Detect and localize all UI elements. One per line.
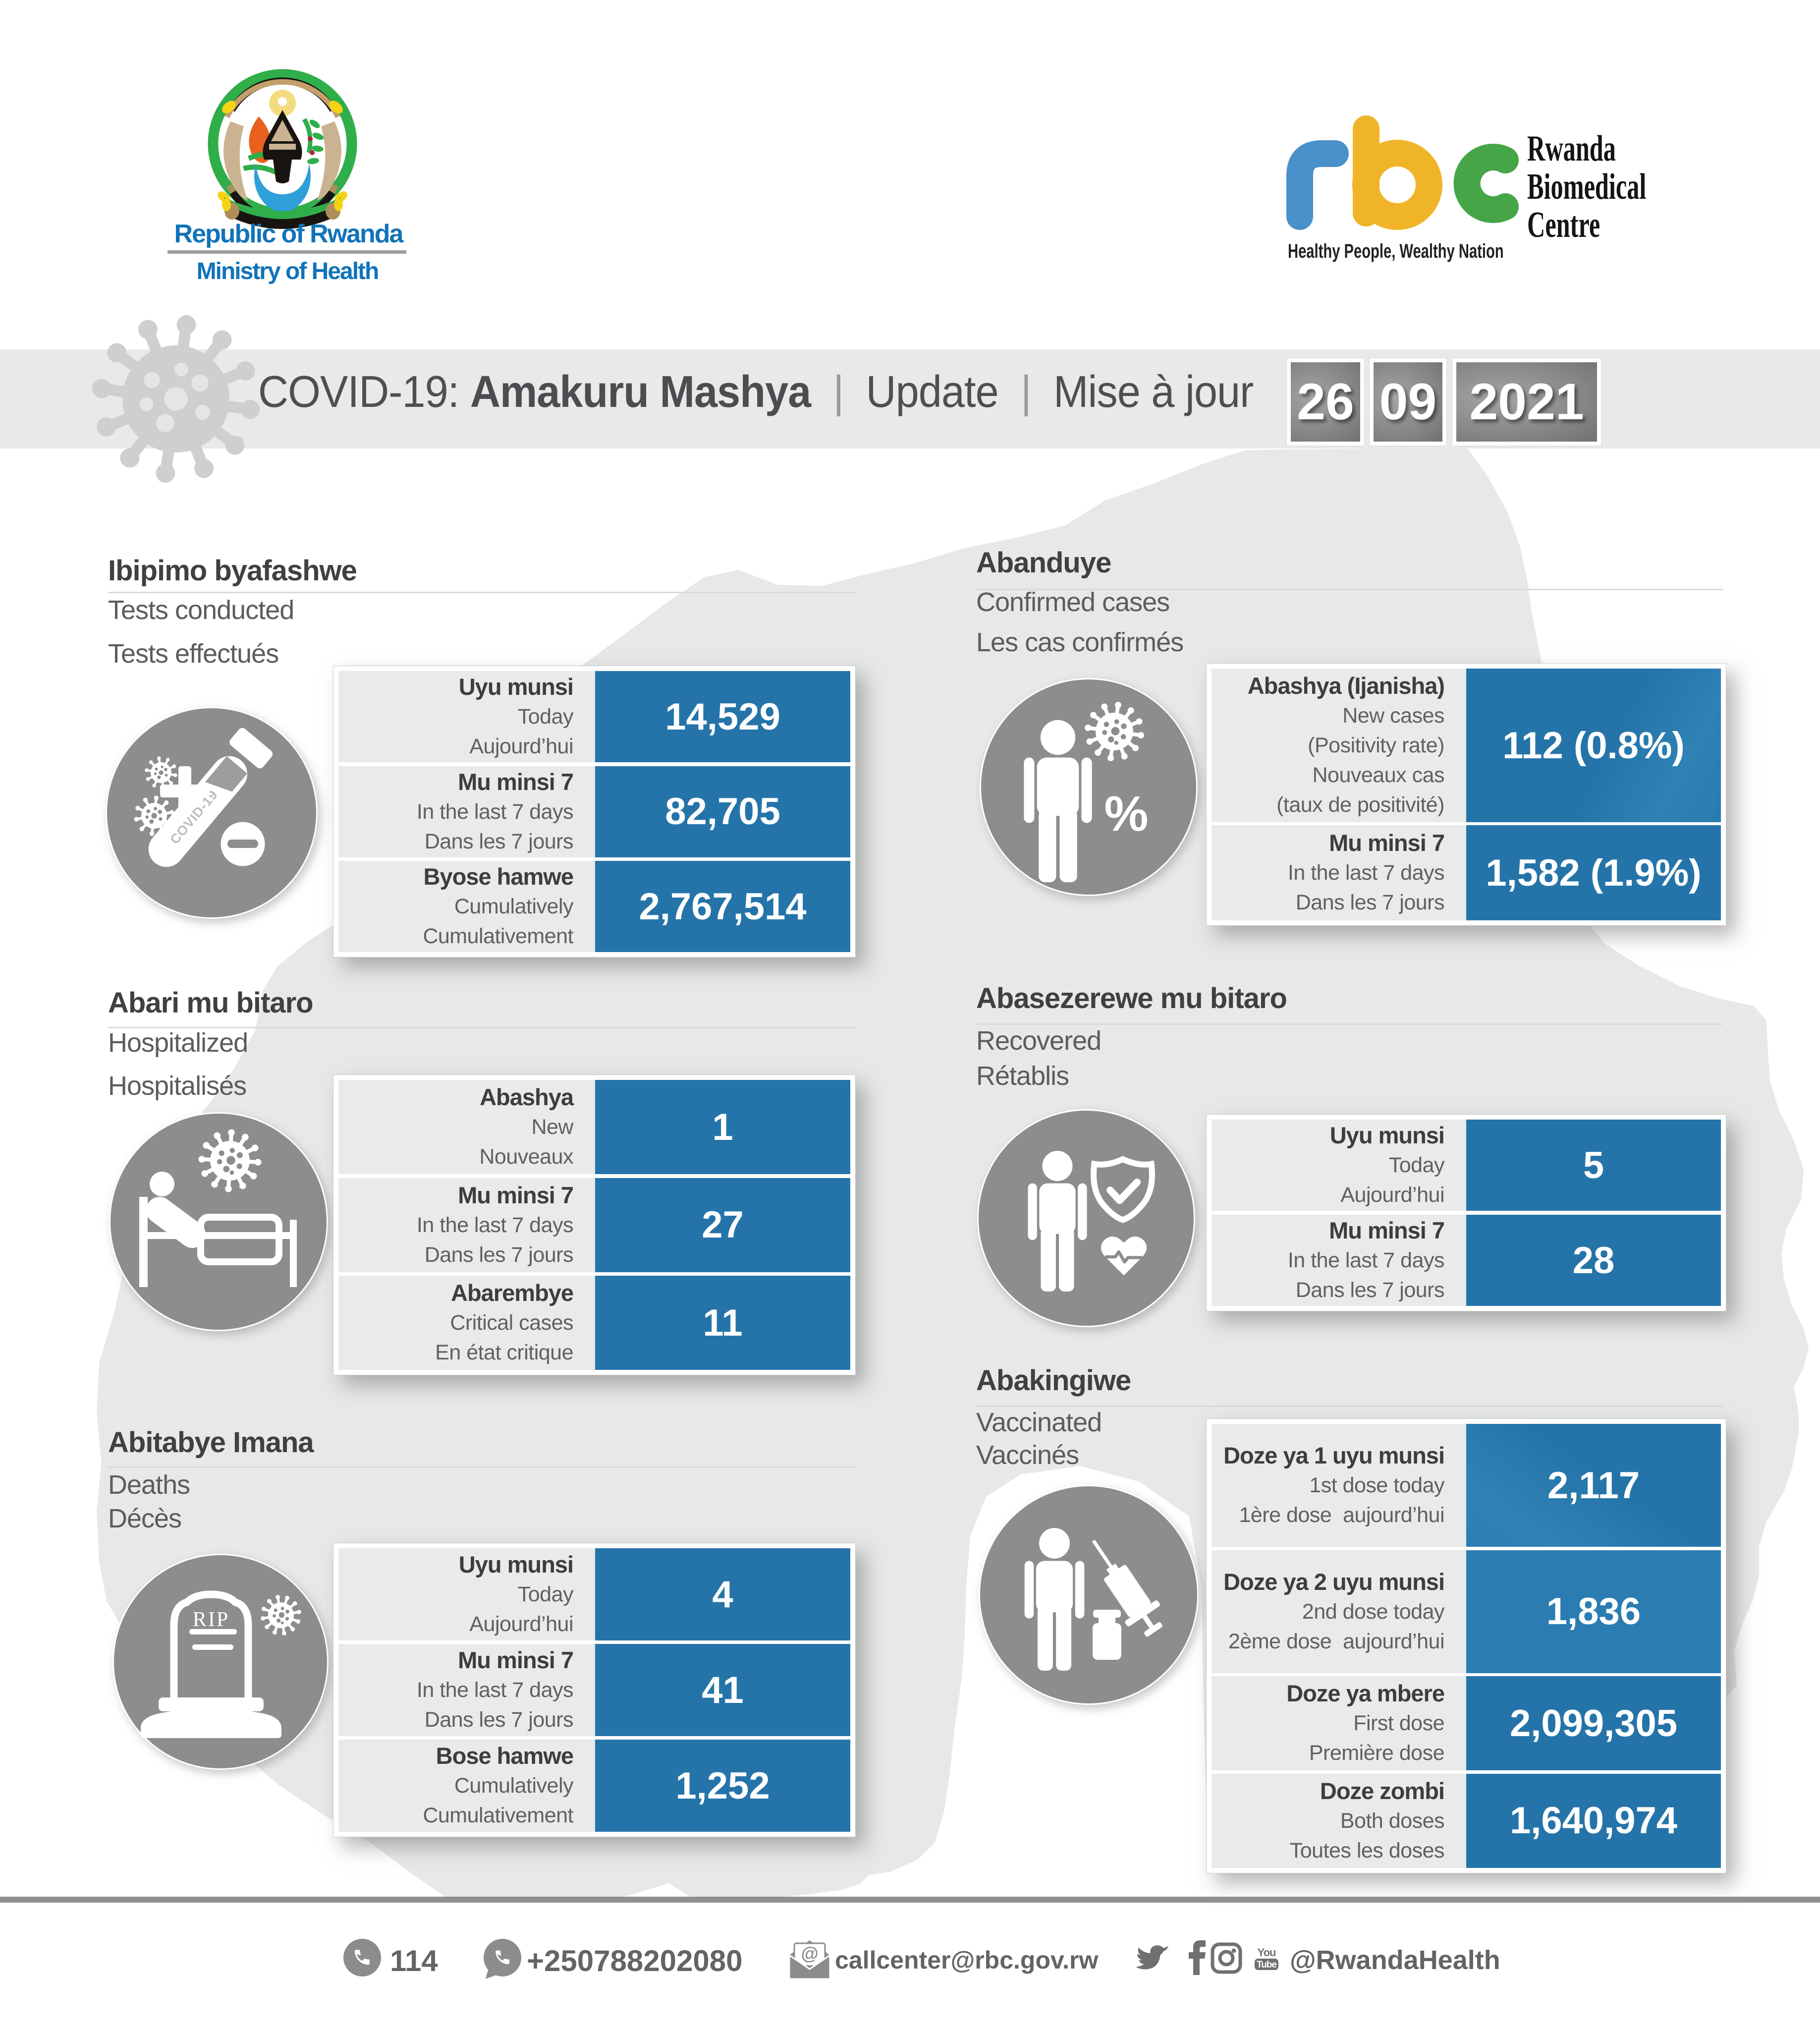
- svg-text:Rwanda: Rwanda: [1527, 128, 1616, 169]
- svg-text:Biomedical: Biomedical: [1527, 167, 1646, 207]
- svg-text:Centre: Centre: [1527, 205, 1600, 245]
- svg-text:You: You: [1258, 1946, 1276, 1959]
- svg-text:Healthy People, Wealthy Nation: Healthy People, Wealthy Nation: [1288, 240, 1504, 263]
- svg-text:%: %: [1104, 786, 1149, 842]
- svg-text:Tube: Tube: [1257, 1960, 1276, 1970]
- svg-text:RIP: RIP: [193, 1608, 229, 1631]
- svg-text:@: @: [801, 1943, 818, 1964]
